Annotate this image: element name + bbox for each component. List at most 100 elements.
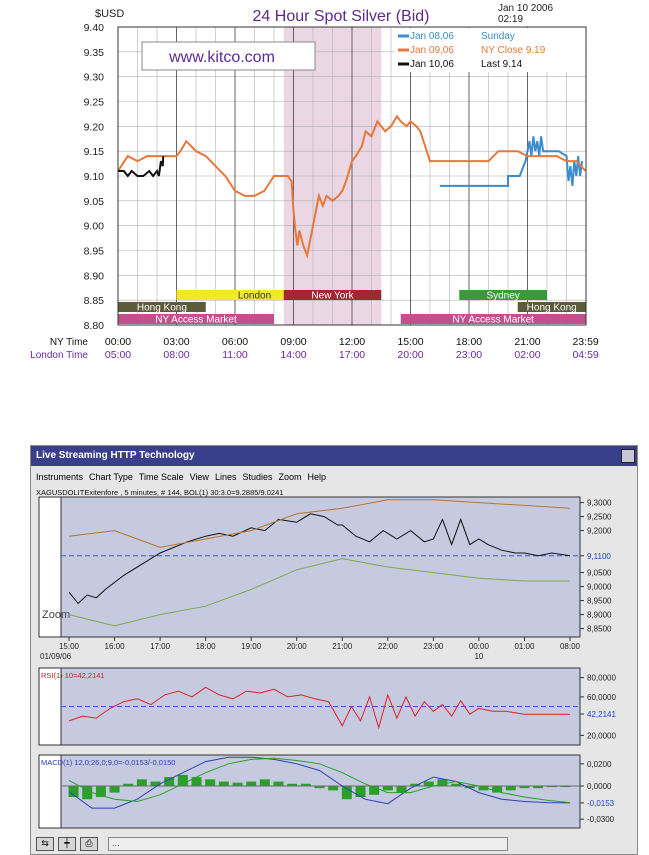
y-tick-label: 8.90 [84, 270, 105, 282]
histogram-bar [451, 783, 462, 786]
tick-label: 9,2000 [587, 527, 612, 536]
histogram-bar [164, 777, 175, 786]
histogram-bar [82, 785, 93, 800]
session-bar [400, 314, 586, 324]
menu-instruments[interactable]: Instruments [36, 472, 84, 482]
time-tick-label: 01:00 [514, 642, 535, 651]
indicator-panels: Zoom XAGUSDOLITExitenfore , 5 minutes, #… [36, 488, 616, 829]
chart-date: Jan 10 2006 [498, 3, 553, 14]
watermark-text: www.kitco.com [168, 49, 275, 66]
ny-time-tick: 12:00 [339, 336, 365, 348]
session-label: Sydney [486, 291, 519, 302]
session-label: London [238, 291, 271, 302]
price-panel: Zoom XAGUSDOLITExitenfore , 5 minutes, #… [36, 488, 612, 638]
menu-zoom[interactable]: Zoom [278, 472, 302, 482]
macd-panel-series [68, 756, 571, 809]
legend-label: Jan 08,06 [410, 31, 454, 42]
time-tick-label: 08:00 [560, 642, 581, 651]
histogram-bar [437, 779, 448, 786]
macd-histogram [68, 774, 571, 800]
time-tick-label: 18:00 [196, 642, 217, 651]
macd-panel-header: MACD(1) 12,0;26,0;9,0=-0,0153/-0,0150 [41, 758, 175, 767]
london-time-tick: 14:00 [280, 349, 306, 361]
indicator-series-line [68, 686, 570, 730]
date-sublabel: 01/09/06 [40, 652, 72, 661]
macd-panel: MACD(1) 12,0;26,0;9,0=-0,0153/-0,0150 0,… [38, 754, 615, 829]
rsi-panel-series [68, 686, 570, 730]
session-bar [517, 302, 586, 312]
histogram-bar [519, 785, 530, 789]
window-control-button[interactable] [621, 449, 635, 463]
menu-help[interactable]: Help [307, 472, 327, 482]
histogram-bar [505, 785, 516, 791]
y-tick-label: 9.35 [84, 47, 105, 59]
session-label: NY Access Market [155, 315, 237, 326]
histogram-bar [492, 785, 503, 793]
menu-studies[interactable]: Studies [242, 472, 273, 482]
macd-left-strip [38, 754, 62, 829]
y-tick-label: 9.00 [84, 221, 105, 233]
time-tick-label: 16:00 [105, 642, 126, 651]
histogram-bar [232, 782, 243, 786]
streaming-chart-window: Live Streaming HTTP Technology Instrumen… [30, 445, 638, 855]
window-title: Live Streaming HTTP Technology [36, 450, 195, 461]
legend-label: Jan 10,06 [410, 59, 454, 70]
london-time-tick: 17:00 [339, 349, 365, 361]
histogram-bar [464, 785, 475, 789]
tick-label: 9,1100 [587, 552, 611, 561]
menu-lines[interactable]: Lines [214, 472, 237, 482]
legend-label: Jan 09,06 [410, 45, 454, 56]
session-bar [118, 314, 274, 324]
histogram-bar [218, 781, 229, 786]
ny-time-tick: 21:00 [514, 336, 540, 348]
tick-label: 0,0000 [587, 782, 612, 791]
tick-label: 9,2500 [587, 513, 612, 522]
histogram-bar [136, 779, 147, 786]
menu-view[interactable]: View [189, 472, 209, 482]
session-label: Hong Kong [527, 303, 577, 314]
histogram-bar [259, 779, 270, 786]
histogram-bar [560, 785, 571, 788]
histogram-bar [369, 785, 380, 795]
ny-time-tick: 15:00 [397, 336, 423, 348]
date-sublabel: 10 [474, 652, 483, 661]
menu-chart-type[interactable]: Chart Type [89, 472, 133, 482]
chart-title: 24 Hour Spot Silver (Bid) [253, 8, 430, 25]
ny-time-tick: 18:00 [456, 336, 482, 348]
pan-button[interactable]: ⇆ [36, 837, 54, 851]
london-time-tick: 02:00 [514, 349, 540, 361]
series-line [117, 114, 587, 260]
legend-note: Sunday [481, 31, 515, 42]
ny-time-tick: 09:00 [280, 336, 306, 348]
watermark-box: www.kitco.com [141, 41, 316, 71]
legend-note: NY Close 9.19 [481, 45, 546, 56]
histogram-bar [273, 781, 284, 786]
time-tick-label: 20:00 [287, 642, 308, 651]
ny-time-tick: 06:00 [222, 336, 248, 348]
menu-time-scale[interactable]: Time Scale [138, 472, 184, 482]
chart-time: 02:19 [498, 14, 523, 25]
ny-time-tick: 23:59 [572, 336, 598, 348]
histogram-bar [191, 777, 202, 786]
y-tick-label: 8.85 [84, 295, 105, 307]
session-label: New York [311, 291, 354, 302]
zoom-strip[interactable] [38, 496, 62, 638]
rsi-panel: RSI(1) 10=42,2141 80,0000 60,0000 42,2141 2… [38, 667, 616, 746]
histogram-bar [150, 781, 161, 786]
session-bar [459, 290, 547, 300]
crosshair-button[interactable]: ┿ [58, 837, 76, 851]
histogram-bar [95, 785, 106, 798]
london-time-label: London Time [30, 350, 88, 361]
indicator-series-line [68, 757, 571, 804]
print-button[interactable]: ⎙ [80, 837, 98, 851]
histogram-bar [314, 785, 325, 789]
series-line [439, 136, 584, 187]
status-field: ... [108, 837, 508, 851]
histogram-bar [423, 781, 434, 786]
legend-note: Last 9.14 [481, 59, 523, 70]
histogram-bar [478, 785, 489, 791]
legend-background [395, 28, 585, 72]
